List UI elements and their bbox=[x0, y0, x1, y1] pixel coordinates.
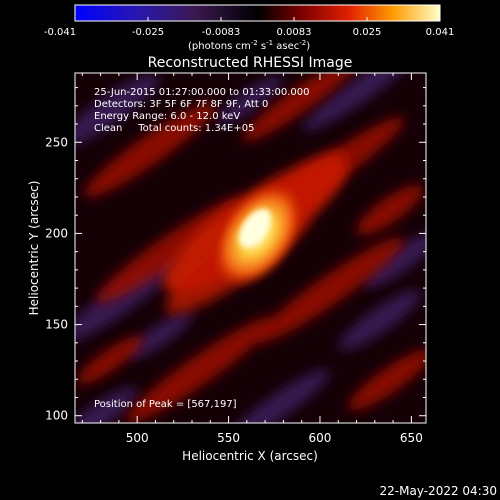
x-tick-label: 650 bbox=[400, 431, 423, 445]
heatmap-image bbox=[75, 73, 426, 423]
colorbar-tick-label: -0.0083 bbox=[202, 27, 241, 38]
x-axis: 500 550 600 650 bbox=[81, 73, 423, 445]
y-tick-label: 250 bbox=[45, 135, 68, 149]
colorbar-tick-label: -0.025 bbox=[132, 27, 164, 38]
colorbar-unit-label: (photons cm-2 s-1 asec-2) bbox=[188, 39, 310, 52]
colorbar-ticks bbox=[74, 17, 441, 21]
colorbar-tick-label: -0.041 bbox=[44, 27, 76, 38]
x-tick-label: 600 bbox=[309, 431, 332, 445]
y-axis: 100 150 200 250 bbox=[45, 87, 426, 423]
colorbar-tick-label: 0.0083 bbox=[277, 27, 312, 38]
annotation-clean: Clean Total counts: 1.34E+05 bbox=[94, 123, 254, 134]
y-axis-label: Heliocentric Y (arcsec) bbox=[27, 181, 41, 316]
chart-title: Reconstructed RHESSI Image bbox=[148, 55, 353, 71]
y-tick-label: 100 bbox=[45, 409, 68, 423]
annotation-time: 25-Jun-2015 01:27:00.000 to 01:33:00.000 bbox=[94, 87, 310, 98]
annotation-detectors: Detectors: 3F 5F 6F 7F 8F 9F, Att 0 bbox=[94, 99, 268, 110]
colorbar bbox=[74, 4, 441, 22]
x-tick-label: 550 bbox=[217, 431, 240, 445]
colorbar-tick-label: 0.025 bbox=[353, 27, 382, 38]
x-tick-label: 500 bbox=[126, 431, 149, 445]
plot-frame bbox=[74, 72, 427, 424]
x-axis-label: Heliocentric X (arcsec) bbox=[182, 449, 318, 463]
y-tick-label: 150 bbox=[45, 318, 68, 332]
annotation-energy: Energy Range: 6.0 - 12.0 keV bbox=[94, 111, 240, 122]
timestamp: 22-May-2022 04:30 bbox=[380, 484, 497, 498]
annotation-peak: Position of Peak = [567,197] bbox=[94, 399, 237, 410]
y-tick-label: 200 bbox=[45, 226, 68, 240]
colorbar-tick-label: 0.041 bbox=[426, 27, 455, 38]
